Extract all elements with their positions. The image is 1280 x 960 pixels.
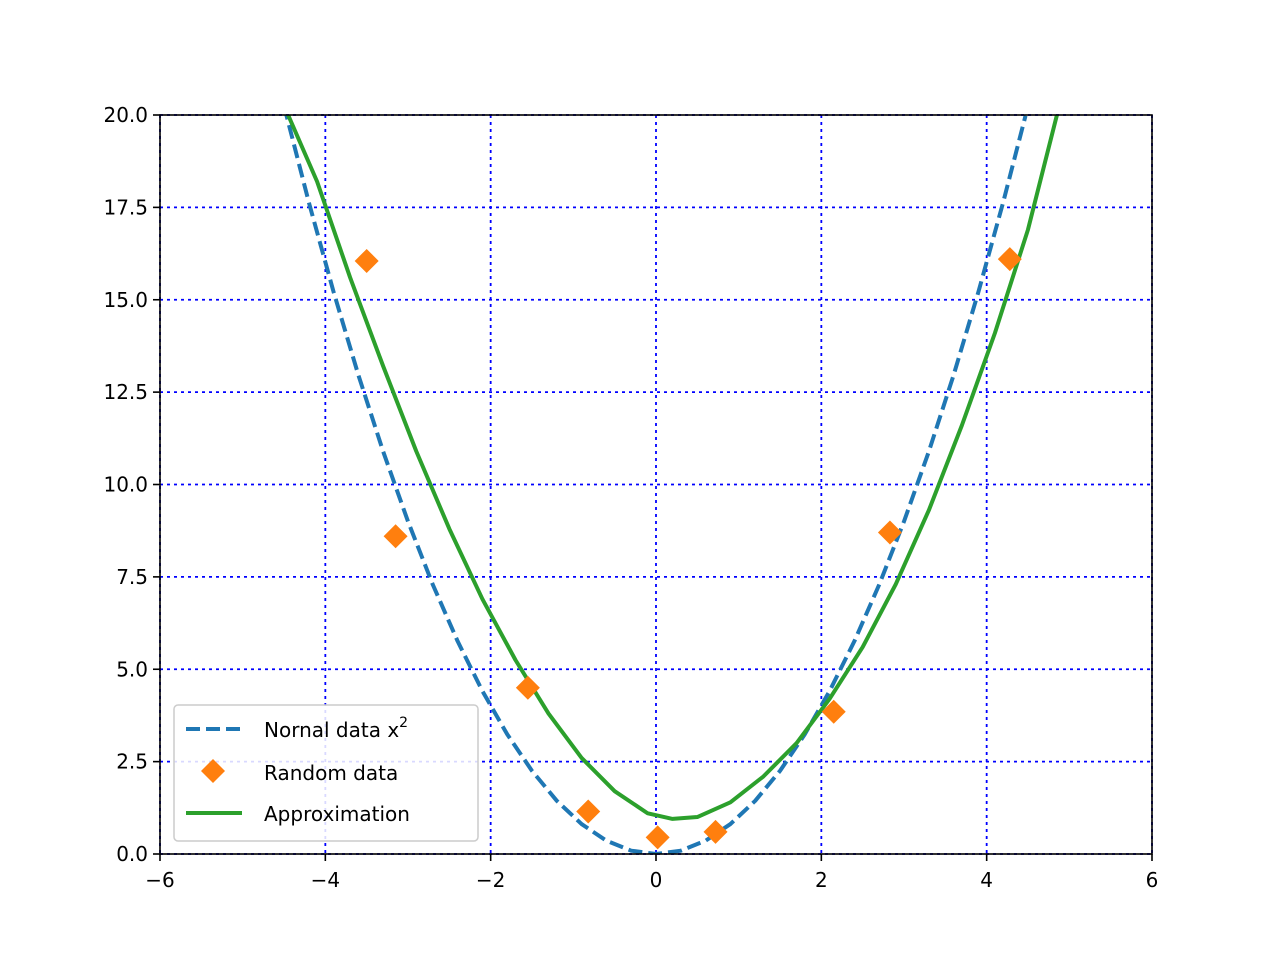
y-tick-label-1: 2.5 [116,750,148,774]
legend-label-normal: Nornal data x2 [264,715,408,742]
data-point-random-6 [821,699,846,724]
x-tick-label-3: 0 [650,868,663,892]
x-tick-label-6: 6 [1146,868,1159,892]
x-tick-label-0: −6 [145,868,174,892]
series-line-approx [286,115,1059,821]
y-axis: 0.0 2.5 5.0 7.5 10.0 12.5 15.0 17.5 20.0 [103,103,160,866]
legend: Nornal data x2 Random data Approximation [173,704,479,842]
data-point-random-0 [354,248,379,273]
y-tick-label-3: 7.5 [116,565,148,589]
y-tick-label-8: 20.0 [103,103,148,127]
data-point-random-5 [703,819,728,844]
x-tick-label-5: 4 [980,868,993,892]
legend-label-random: Random data [264,761,398,785]
data-point-random-2 [515,675,540,700]
legend-swatch-random [201,759,225,783]
y-tick-label-0: 0.0 [116,842,148,866]
data-point-random-7 [877,520,902,545]
data-point-random-4 [645,825,670,850]
data-point-random-3 [576,799,601,824]
data-point-random-8 [997,247,1022,272]
data-point-random-1 [383,524,408,549]
x-tick-label-4: 2 [815,868,828,892]
y-tick-label-6: 15.0 [103,288,148,312]
y-tick-label-5: 12.5 [103,380,148,404]
y-tick-label-7: 17.5 [103,195,148,219]
y-tick-label-4: 10.0 [103,473,148,497]
x-tick-label-1: −4 [311,868,340,892]
y-tick-label-2: 5.0 [116,657,148,681]
series-line-normal [284,115,1028,854]
plot-area [284,115,1059,854]
legend-box [173,704,479,842]
x-tick-label-2: −2 [476,868,505,892]
legend-label-approx: Approximation [264,802,410,826]
x-axis: −6 −4 −2 0 2 4 6 [145,854,1158,892]
